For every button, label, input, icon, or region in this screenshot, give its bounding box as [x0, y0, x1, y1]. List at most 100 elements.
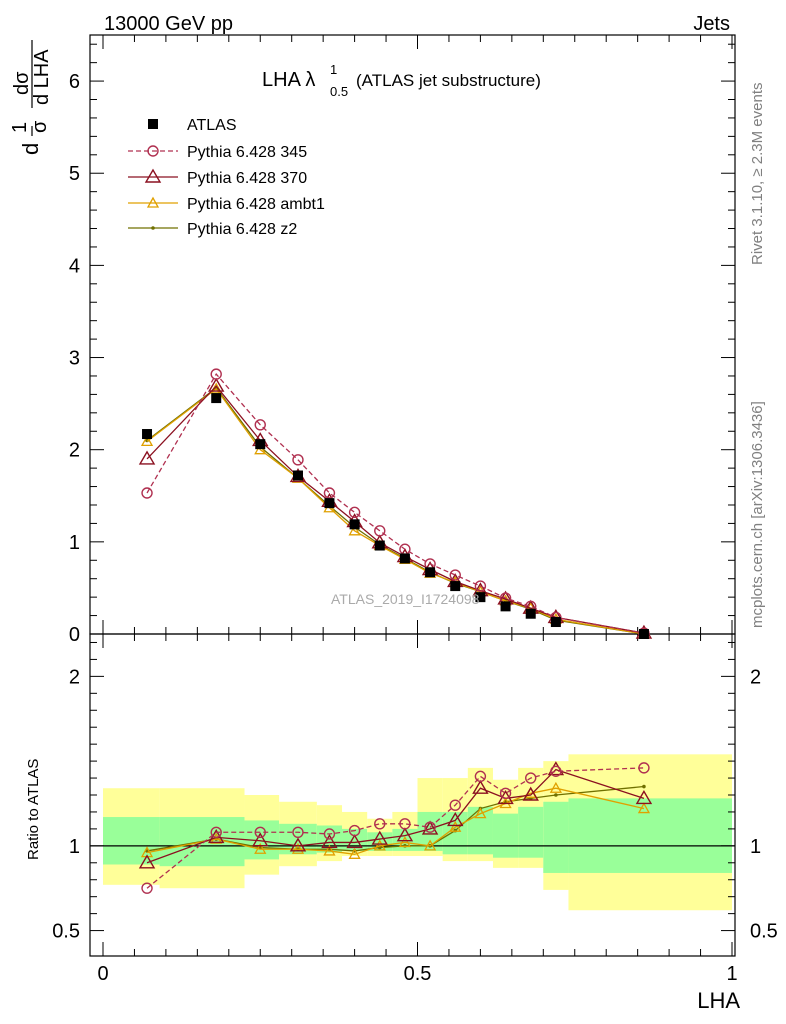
ylabel-main: d 1 σ dσ d LHA — [9, 40, 53, 155]
data-point-ambt1 — [140, 435, 154, 447]
data-point-p370 — [371, 830, 388, 845]
legend-marker-atlas — [148, 119, 158, 129]
data-point-atlas — [324, 498, 335, 509]
data-point-p345 — [323, 487, 336, 499]
data-point-ambt1 — [474, 807, 487, 819]
ylabel-main-dlha: d LHA — [31, 49, 53, 105]
data-point-ambt1 — [254, 842, 267, 854]
data-point-p345 — [141, 882, 153, 894]
data-point-atlas — [399, 553, 410, 564]
legend-marker-p370 — [144, 168, 162, 183]
data-point-p345 — [449, 799, 461, 811]
data-point-p370 — [447, 812, 464, 827]
side-label-mcplots: mcplots.cern.ch [arXiv:1306.3436] — [749, 401, 766, 628]
data-point-p370 — [138, 854, 156, 869]
data-point-p345 — [474, 770, 487, 783]
side-label-rivet: Rivet 3.1.10, ≥ 2.3M events — [749, 83, 766, 266]
legend-marker-ambt1 — [146, 196, 160, 208]
data-point-ambt1 — [254, 443, 267, 455]
data-point-ambt1 — [348, 524, 361, 536]
data-point-p370 — [321, 834, 338, 849]
legend: ATLAS Pythia 6.428 345 Pythia 6.428 370 … — [128, 117, 325, 238]
data-point-atlas — [292, 470, 303, 481]
data-point-p370 — [472, 779, 489, 794]
data-point-p345 — [399, 818, 411, 830]
data-point-atlas — [550, 617, 561, 628]
data-point-p370 — [396, 827, 414, 842]
data-point-p345 — [254, 419, 266, 431]
main-series — [138, 368, 653, 639]
data-point-p345 — [348, 824, 361, 837]
ratio-ytick-label: 0.5 — [52, 921, 80, 943]
title-sub: 0.5 — [330, 84, 348, 99]
legend-label-atlas: ATLAS — [187, 117, 237, 134]
xlabel: LHA — [697, 988, 740, 1013]
data-point-p345 — [254, 826, 266, 838]
watermark: ATLAS_2019_I1724098 — [331, 591, 480, 607]
data-point-p345 — [449, 569, 461, 581]
data-point-p345 — [374, 525, 386, 537]
data-point-atlas — [638, 629, 649, 639]
ratio-xtick-label: 0 — [97, 963, 108, 985]
series-line-p345 — [146, 373, 645, 634]
band-green — [543, 801, 569, 873]
data-point-atlas — [211, 393, 222, 404]
data-point-p345 — [323, 828, 336, 840]
data-point-atlas — [450, 581, 461, 592]
legend-label-p370: Pythia 6.428 370 — [187, 170, 307, 187]
ylabel-main-d: d — [18, 143, 43, 155]
data-point-atlas — [142, 429, 153, 440]
data-point-p370 — [252, 832, 269, 847]
data-point-p370 — [289, 837, 307, 852]
header-right: Jets — [693, 13, 730, 35]
data-point-atlas — [374, 540, 385, 551]
ratio-ytick-label-right: 0.5 — [750, 921, 778, 943]
header-left: 13000 GeV pp — [104, 13, 233, 35]
data-point-p370 — [346, 834, 363, 849]
data-point-p345 — [474, 580, 487, 592]
ratio-ytick-label: 1 — [69, 836, 80, 858]
main-ytick-label: 5 — [69, 163, 80, 185]
ratio-ytick-label-right: 1 — [750, 836, 761, 858]
series-line-p370 — [146, 768, 645, 864]
data-point-atlas — [349, 519, 360, 530]
data-point-ambt1 — [348, 847, 361, 859]
data-point-p345 — [638, 762, 650, 774]
legend-label-p345: Pythia 6.428 345 — [187, 144, 307, 161]
data-point-ambt1 — [323, 844, 336, 856]
data-point-atlas — [255, 439, 266, 450]
ratio-series — [138, 761, 653, 894]
ratio-xtick-label: 1 — [726, 963, 737, 985]
data-point-ambt1 — [398, 836, 412, 848]
main-ytick-label: 0 — [69, 624, 80, 646]
legend-marker-z2 — [151, 226, 155, 230]
data-point-z2 — [554, 793, 558, 797]
series-line-p345 — [146, 767, 644, 889]
data-point-atlas — [525, 608, 536, 619]
data-point-p345 — [424, 821, 436, 833]
ratio-ytick-label-right: 2 — [750, 666, 761, 688]
data-point-p370 — [138, 450, 156, 465]
main-ytick-label: 6 — [69, 71, 80, 93]
data-point-p345 — [210, 368, 222, 380]
main-ytick-label: 2 — [69, 440, 80, 462]
data-point-ambt1 — [549, 781, 562, 793]
ylabel-ratio: Ratio to ATLAS — [25, 759, 42, 860]
ylabel-main-sigma: σ — [29, 120, 51, 133]
ratio-xtick-label: 0.5 — [404, 963, 432, 985]
data-point-atlas — [475, 592, 486, 603]
main-ytick-label: 3 — [69, 348, 80, 370]
band-green — [103, 817, 160, 865]
title-main: LHA λ — [262, 69, 315, 91]
main-ytick-label: 4 — [69, 255, 80, 277]
data-point-p345 — [525, 772, 537, 784]
chart-title: LHA λ 1 0.5 (ATLAS jet substructure) — [262, 62, 541, 99]
data-point-p345 — [210, 826, 222, 838]
data-point-p345 — [292, 454, 304, 466]
data-point-ambt1 — [373, 839, 386, 851]
data-point-ambt1 — [423, 839, 437, 851]
band-green — [492, 813, 519, 858]
main-panel: 0 1 2 3 4 5 6 — [69, 34, 736, 646]
ratio-panel: 0 0.5 1 0.5 0.5 1 1 2 2 — [52, 633, 778, 985]
